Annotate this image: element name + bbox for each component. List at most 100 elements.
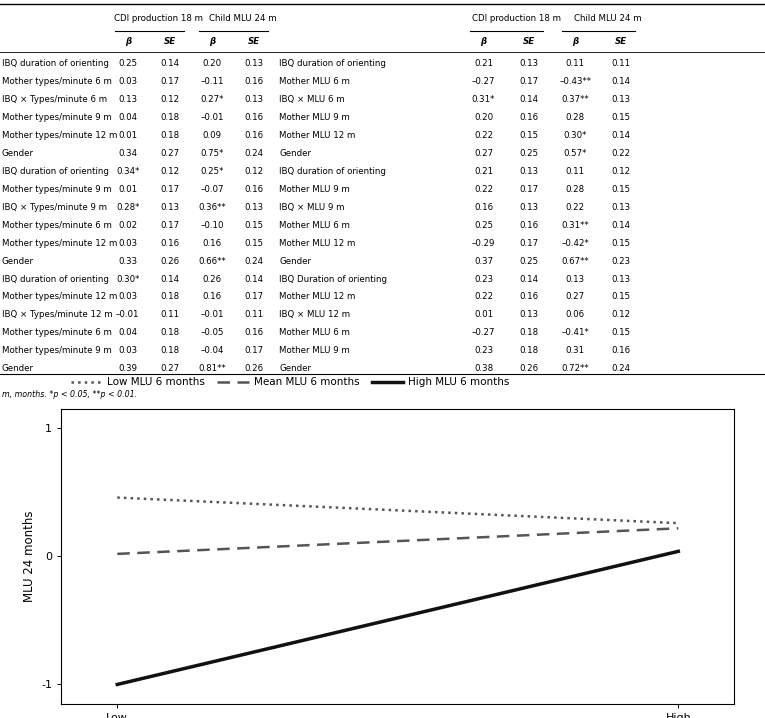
Text: 0.18: 0.18	[161, 328, 179, 337]
Text: 0.16: 0.16	[245, 185, 263, 194]
Text: 0.22: 0.22	[474, 131, 493, 140]
Text: Mother MLU 12 m: Mother MLU 12 m	[279, 292, 356, 302]
Text: 0.25: 0.25	[520, 149, 539, 158]
Text: Mother types/minute 12 m: Mother types/minute 12 m	[2, 131, 117, 140]
Text: 0.16: 0.16	[202, 292, 222, 302]
Text: Mother MLU 6 m: Mother MLU 6 m	[279, 220, 350, 230]
Text: Mother types/minute 6 m: Mother types/minute 6 m	[2, 328, 112, 337]
Text: 0.14: 0.14	[161, 274, 179, 284]
Text: 0.16: 0.16	[520, 220, 539, 230]
Text: 0.17: 0.17	[161, 220, 179, 230]
Text: 0.18: 0.18	[161, 131, 179, 140]
Text: 0.22: 0.22	[474, 292, 493, 302]
Text: 0.22: 0.22	[474, 185, 493, 194]
Text: 0.15: 0.15	[245, 220, 263, 230]
Text: 0.25: 0.25	[520, 256, 539, 266]
Text: 0.03: 0.03	[118, 77, 138, 86]
Text: Mother MLU 9 m: Mother MLU 9 m	[279, 185, 350, 194]
Text: 0.25*: 0.25*	[200, 167, 223, 176]
Text: 0.13: 0.13	[565, 274, 584, 284]
Text: –0.27: –0.27	[472, 328, 495, 337]
Text: 0.13: 0.13	[520, 59, 539, 68]
Text: 0.17: 0.17	[520, 77, 539, 86]
Text: IBQ × Types/minute 6 m: IBQ × Types/minute 6 m	[2, 95, 106, 104]
Text: 0.31: 0.31	[565, 346, 584, 355]
Text: 0.15: 0.15	[612, 292, 630, 302]
Text: Mother MLU 12 m: Mother MLU 12 m	[279, 131, 356, 140]
Text: 0.09: 0.09	[203, 131, 221, 140]
Text: 0.11: 0.11	[612, 59, 630, 68]
Text: Child MLU 24 m: Child MLU 24 m	[209, 14, 277, 22]
Text: 0.01: 0.01	[118, 185, 138, 194]
Text: 0.18: 0.18	[161, 113, 179, 122]
Text: 0.27*: 0.27*	[200, 95, 223, 104]
Text: IBQ duration of orienting: IBQ duration of orienting	[2, 167, 109, 176]
Text: 0.03: 0.03	[118, 346, 138, 355]
Text: 0.21: 0.21	[474, 59, 493, 68]
Text: 0.18: 0.18	[520, 346, 539, 355]
Text: IBQ Duration of orienting: IBQ Duration of orienting	[279, 274, 387, 284]
Text: IBQ × MLU 12 m: IBQ × MLU 12 m	[279, 310, 350, 320]
Text: 0.24: 0.24	[612, 364, 630, 373]
Text: 0.15: 0.15	[612, 328, 630, 337]
Text: SE: SE	[248, 37, 260, 46]
Text: 0.13: 0.13	[245, 59, 263, 68]
Text: 0.15: 0.15	[520, 131, 539, 140]
Text: 0.21: 0.21	[474, 167, 493, 176]
Text: β: β	[572, 37, 578, 46]
Text: β: β	[125, 37, 131, 46]
Text: 0.22: 0.22	[612, 149, 630, 158]
Text: IBQ duration of orienting: IBQ duration of orienting	[2, 274, 109, 284]
Text: 0.12: 0.12	[245, 167, 263, 176]
Text: 0.22: 0.22	[565, 202, 584, 212]
Text: 0.13: 0.13	[520, 202, 539, 212]
Text: 0.04: 0.04	[118, 328, 138, 337]
Text: 0.27: 0.27	[474, 149, 493, 158]
Text: 0.12: 0.12	[612, 310, 630, 320]
Text: 0.14: 0.14	[612, 77, 630, 86]
Legend: Low MLU 6 months, Mean MLU 6 months, High MLU 6 months: Low MLU 6 months, Mean MLU 6 months, Hig…	[67, 373, 514, 391]
Text: 0.16: 0.16	[245, 113, 263, 122]
Text: 0.17: 0.17	[245, 346, 263, 355]
Text: 0.03: 0.03	[118, 292, 138, 302]
Text: 0.33: 0.33	[118, 256, 138, 266]
Text: IBQ duration of orienting: IBQ duration of orienting	[279, 167, 386, 176]
Text: 0.11: 0.11	[565, 59, 584, 68]
Text: Mother types/minute 9 m: Mother types/minute 9 m	[2, 346, 111, 355]
Text: Mother MLU 9 m: Mother MLU 9 m	[279, 346, 350, 355]
Text: 0.16: 0.16	[202, 238, 222, 248]
Text: 0.20: 0.20	[202, 59, 222, 68]
Text: 0.16: 0.16	[161, 238, 179, 248]
Text: IBQ × Types/minute 12 m: IBQ × Types/minute 12 m	[2, 310, 112, 320]
Text: 0.75*: 0.75*	[200, 149, 223, 158]
Text: 0.13: 0.13	[245, 95, 263, 104]
Text: 0.12: 0.12	[161, 167, 179, 176]
Text: 0.14: 0.14	[520, 95, 539, 104]
Text: 0.30*: 0.30*	[116, 274, 139, 284]
Text: 0.28: 0.28	[565, 113, 584, 122]
Text: 0.26: 0.26	[161, 256, 179, 266]
Text: –0.41*: –0.41*	[562, 328, 589, 337]
Text: Mother types/minute 6 m: Mother types/minute 6 m	[2, 220, 112, 230]
Text: 0.15: 0.15	[612, 238, 630, 248]
Text: –0.27: –0.27	[472, 77, 495, 86]
Text: 0.25: 0.25	[474, 220, 493, 230]
Text: 0.17: 0.17	[161, 185, 179, 194]
Text: 0.26: 0.26	[202, 274, 222, 284]
Text: β: β	[209, 37, 215, 46]
Text: 0.01: 0.01	[118, 131, 138, 140]
Text: 0.23: 0.23	[474, 274, 493, 284]
Text: Gender: Gender	[2, 256, 34, 266]
Text: CDI production 18 m: CDI production 18 m	[114, 14, 203, 22]
Text: 0.18: 0.18	[161, 346, 179, 355]
Text: Mother types/minute 6 m: Mother types/minute 6 m	[2, 77, 112, 86]
Text: 0.11: 0.11	[245, 310, 263, 320]
Text: IBQ × Types/minute 9 m: IBQ × Types/minute 9 m	[2, 202, 106, 212]
Text: Mother MLU 6 m: Mother MLU 6 m	[279, 328, 350, 337]
Text: 0.13: 0.13	[161, 202, 179, 212]
Text: 0.14: 0.14	[161, 59, 179, 68]
Text: 0.17: 0.17	[520, 185, 539, 194]
Text: β: β	[480, 37, 487, 46]
Text: 0.16: 0.16	[245, 77, 263, 86]
Text: Mother MLU 9 m: Mother MLU 9 m	[279, 113, 350, 122]
